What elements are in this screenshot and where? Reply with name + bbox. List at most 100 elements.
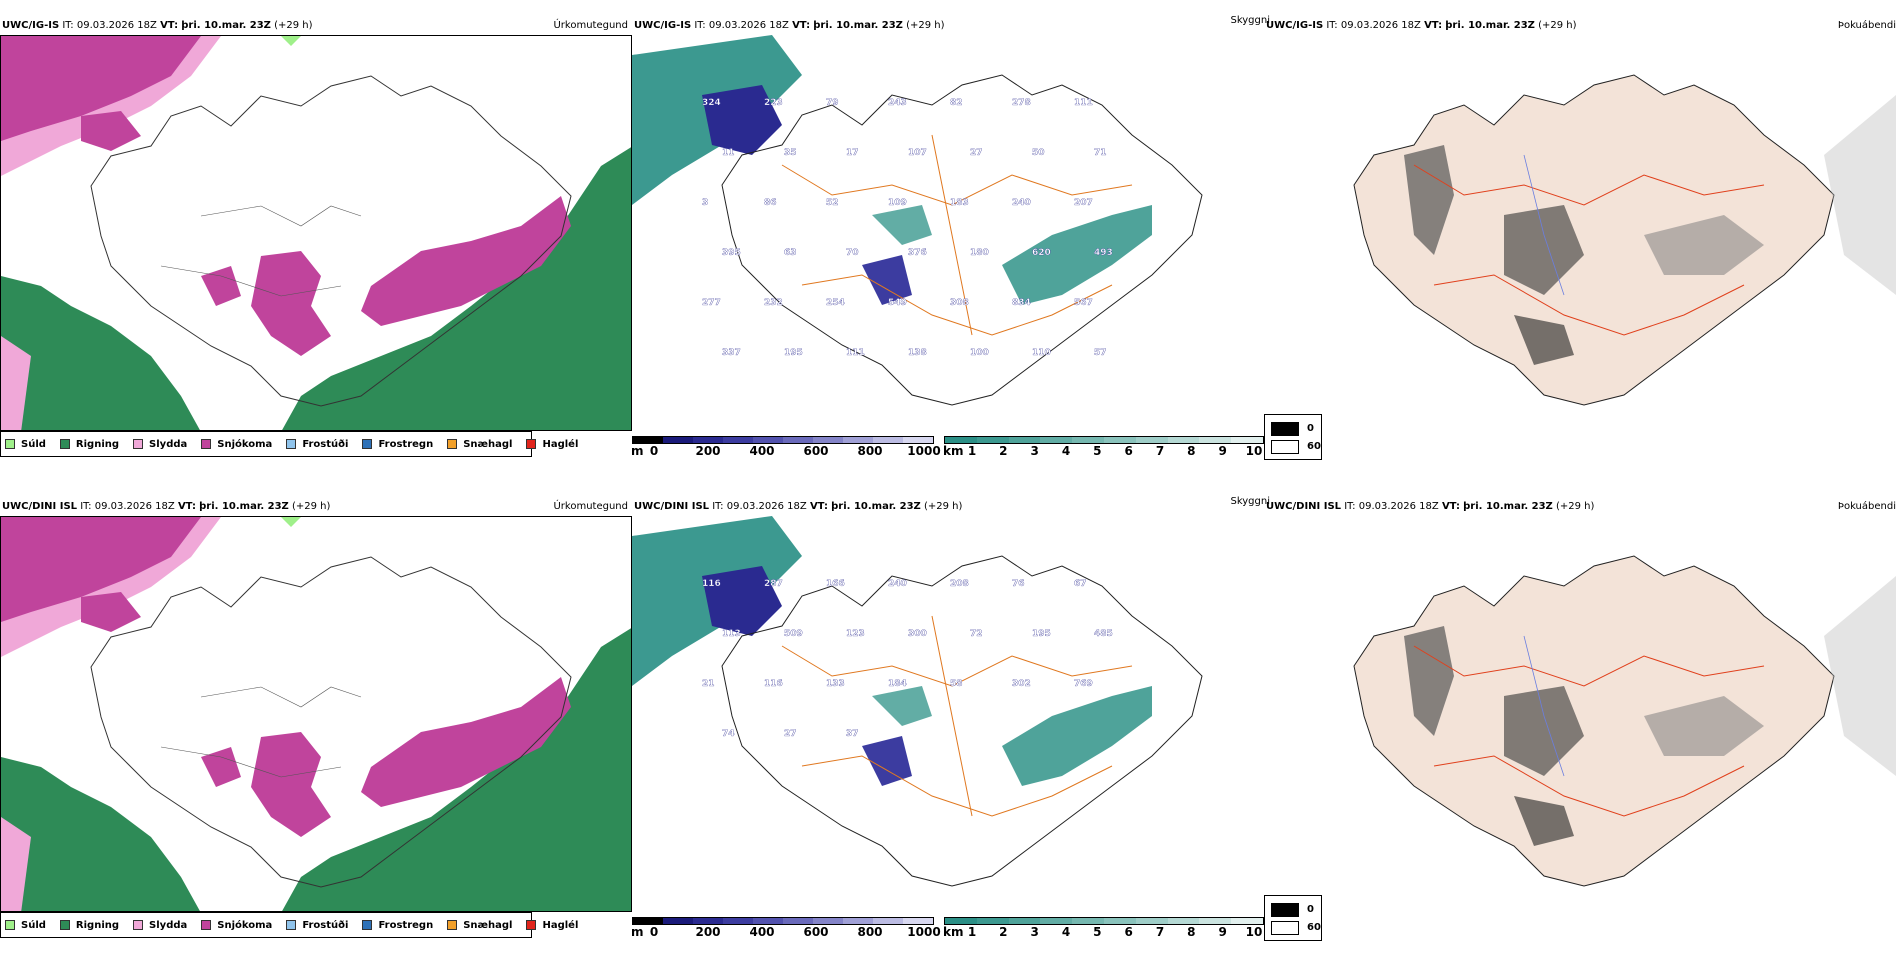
visibility-value-label: 50 [1032,148,1045,158]
panel-title: Þokuábendi [1837,20,1896,31]
colorbar-unit: m [631,925,644,939]
colorbar-swatch [813,437,843,443]
fog-shading [1404,626,1454,736]
colorbar-tick-label: 400 [749,925,775,939]
colorbar-tick-label: 4 [1061,925,1071,939]
snow-area [81,111,141,151]
visibility-m-colorbar: m 0 200 400 600 800 1000 [631,917,941,939]
visibility-value-label: 74 [722,729,735,739]
colorbar-swatch [1167,918,1200,924]
fog-shading [1644,215,1764,275]
snow-area [251,251,331,356]
visibility-value-label: 107 [908,148,927,158]
model-name: UWC/DINI ISL [634,501,710,512]
fog-map-svg [1353,555,1896,887]
colorbar-swatch [843,918,873,924]
legend-swatch [133,439,144,449]
colorbar-tick-label: 400 [749,444,775,458]
snow-area [251,732,331,837]
fog-indicator-map[interactable] [1264,516,1896,912]
legend-swatch [362,920,373,930]
visibility-value-label: 27 [784,729,797,739]
legend-dark-swatch [1271,903,1299,917]
visibility-value-label: 223 [764,98,783,108]
colorbar-m-swatches [632,436,934,444]
visibility-value-label: 287 [764,579,783,589]
visibility-value-labels: 116 287 166 240 208 76 67 113 509 123 300 72 195 485 2… [702,579,1113,739]
legend-label: Frostregn [378,438,434,450]
fog-indicator-map[interactable] [1264,35,1896,431]
colorbar-swatch [903,918,933,924]
colorbar-swatch [1103,918,1136,924]
visibility-value-label: 232 [764,298,783,308]
rain-area [282,147,631,430]
legend-item: Slydda [133,439,187,450]
colorbar-tick-label: 200 [695,444,721,458]
colorbar-tick-label: 1 [967,444,977,458]
legend-label: Frostregn [378,919,434,931]
visibility-value-label: 324 [702,98,721,108]
visibility-km-colorbar: km 1 2 3 4 5 6 7 8 9 10 [943,917,1264,939]
visibility-value-label: 254 [826,298,845,308]
fog-shading [1824,576,1896,776]
colorbar-swatch [693,918,723,924]
colorbar-swatch [1231,437,1263,443]
forecast-row-1: UWC/IG-IS IT: 09.03.2026 18Z VT: þri. 10… [0,15,1900,475]
colorbar-tick-label: 3 [1030,444,1039,458]
colorbar-swatch [1199,918,1232,924]
visibility-value-label: 195 [1032,629,1051,639]
precip-legend: Súld Rigning Slydda Snjókoma Frostúði Frostre… [0,912,578,938]
colorbar-tick-label: 600 [803,925,829,939]
legend-swatch [59,920,70,930]
legend-item: Súld [5,920,46,931]
colorbar-swatch [945,918,977,924]
colorbar-swatch [1072,437,1104,443]
visibility-map[interactable]: 324 223 79 243 82 278 111 11 35 17 107 27 50 71 3 86 52 1… [632,35,1264,431]
colorbar-ticks: 0 200 400 600 800 1000 [632,925,941,939]
visibility-value-label: 376 [908,248,927,258]
legend-label: Súld [21,919,46,931]
road-network [1433,755,1745,817]
visibility-value-label: 620 [1032,248,1051,258]
visibility-value-label: 21 [702,679,715,689]
legend-swatch [133,920,144,930]
visibility-value-label: 509 [784,629,803,639]
road-network [1433,274,1745,336]
model-name: UWC/IG-IS [1266,20,1324,31]
visibility-value-label: 302 [1012,679,1031,689]
visibility-value-label: 395 [722,248,741,258]
visibility-value-label: 57 [1094,348,1107,358]
legend-swatch [201,439,212,449]
visibility-value-label: 76 [1012,579,1025,589]
visibility-value-label: 58 [950,679,963,689]
iceland-coastline [90,75,572,407]
legend-label: Frostúði [302,919,349,931]
legend-light-label: 60 [1307,922,1321,933]
fog-area [862,736,912,786]
visibility-m-colorbar: m 0 200 400 600 800 1000 [631,436,941,458]
colorbar-swatch [1103,437,1136,443]
colorbar-tick-label: 6 [1124,925,1133,939]
colorbar-swatch [753,437,783,443]
colorbar-swatch [843,437,873,443]
visibility-value-label: 72 [970,629,983,639]
visibility-value-label: 769 [1074,679,1093,689]
colorbar-swatch [1072,918,1104,924]
visibility-map[interactable]: 116 287 166 240 208 76 67 113 509 123 300 72 195 485 2… [632,516,1264,912]
visibility-value-label: 243 [888,98,907,108]
colorbar-ticks: 1 2 3 4 5 6 7 8 9 10 [944,444,1264,458]
model-name: UWC/IG-IS [634,20,692,31]
legend-swatch [286,439,297,449]
colorbar-swatch [873,437,903,443]
low-visibility-area [872,686,932,726]
rain-area [282,628,631,911]
road-network [801,755,1113,817]
fog-shading [1824,95,1896,295]
precip-map[interactable] [0,516,632,912]
colorbar-swatch [945,437,977,443]
precip-map[interactable] [0,35,632,431]
visibility-value-label: 11 [722,148,735,158]
model-name: UWC/DINI ISL [2,501,78,512]
fog-indicator-panel: UWC/DINI ISL IT: 09.03.2026 18Z VT: þri.… [1264,496,1900,941]
